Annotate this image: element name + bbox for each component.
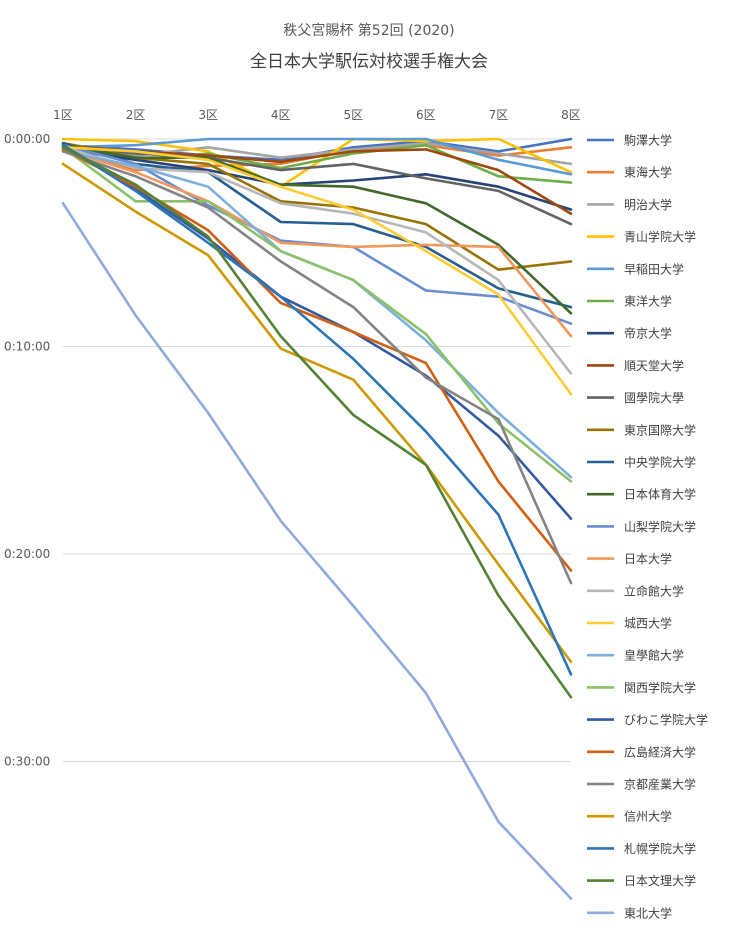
series-line <box>61 143 573 315</box>
y-tick-label: 0:20:00 <box>4 547 50 561</box>
legend-label: 東洋大学 <box>624 294 672 309</box>
gridlines <box>63 138 571 762</box>
x-tick-label: 4区 <box>271 108 291 122</box>
legend-label: 東京国際大学 <box>624 422 696 437</box>
series-line <box>61 146 573 483</box>
legend-label: 東海大学 <box>624 165 672 180</box>
x-tick-label: 2区 <box>126 108 146 122</box>
legend-label: 駒澤大学 <box>624 133 672 148</box>
series-line <box>61 137 573 176</box>
series-line <box>61 150 573 585</box>
legend-label: 山梨学院大学 <box>624 519 696 534</box>
legend-label: 國學院大學 <box>624 391 684 405</box>
x-tick-label: 5区 <box>343 108 363 122</box>
legend-label: 早稲田大学 <box>624 261 684 276</box>
series-line <box>61 146 573 396</box>
legend-label: 東北大学 <box>624 905 672 920</box>
chart-subtitle: 全日本大学駅伝対校選手権大会 <box>250 52 488 72</box>
series-line <box>61 143 573 326</box>
legend-label: 札幌学院大学 <box>624 841 696 856</box>
plot-area <box>61 137 573 900</box>
legend-label: 関西学院大学 <box>624 680 696 695</box>
legend-label: 広島経済大学 <box>624 744 696 759</box>
legend-label: 城西大学 <box>624 616 672 631</box>
series-line <box>61 141 573 309</box>
legend-label: 日本大学 <box>624 551 672 566</box>
legend-label: 青山学院大学 <box>624 229 696 244</box>
legend-label: 立命館大学 <box>624 583 684 598</box>
y-axis: 0:00:00 0:10:00 0:20:00 0:30:00 <box>4 132 50 769</box>
x-tick-label: 8区 <box>561 108 581 122</box>
x-tick-label: 3区 <box>198 108 218 122</box>
series-line <box>61 148 573 338</box>
y-tick-label: 0:30:00 <box>4 755 50 769</box>
legend-label: 京都産業大学 <box>624 777 696 792</box>
legend: 駒澤大学東海大学明治大学青山学院大学早稲田大学東洋大学帝京大学順天堂大学國學院大… <box>587 133 708 920</box>
x-tick-label: 6区 <box>416 108 436 122</box>
legend-label: 皇學館大学 <box>624 648 684 663</box>
x-tick-label: 1区 <box>53 108 73 122</box>
series-line <box>61 146 573 375</box>
legend-label: 日本体育大学 <box>624 487 696 502</box>
series-line <box>61 143 573 226</box>
legend-label: 順天堂大学 <box>624 358 684 373</box>
legend-label: 日本文理大学 <box>624 873 696 888</box>
chart-title: 秩父宮賜杯 第52回 (2020) <box>283 22 454 39</box>
y-tick-label: 0:10:00 <box>4 340 50 354</box>
series-line <box>61 146 573 699</box>
legend-label: びわこ学院大学 <box>624 712 708 727</box>
series-line <box>61 202 573 900</box>
series-line <box>61 143 573 521</box>
legend-label: 信州大学 <box>624 809 672 824</box>
series-line <box>61 143 573 676</box>
legend-label: 中央学院大学 <box>624 455 696 470</box>
legend-label: 明治大学 <box>624 197 672 212</box>
series-line <box>61 148 573 211</box>
legend-label: 帝京大学 <box>624 326 672 341</box>
series-line <box>61 162 573 664</box>
series-line <box>61 137 573 188</box>
x-axis: 1区 2区 3区 4区 5区 6区 7区 8区 <box>53 108 581 122</box>
x-tick-label: 7区 <box>489 108 509 122</box>
y-tick-label: 0:00:00 <box>4 132 50 146</box>
